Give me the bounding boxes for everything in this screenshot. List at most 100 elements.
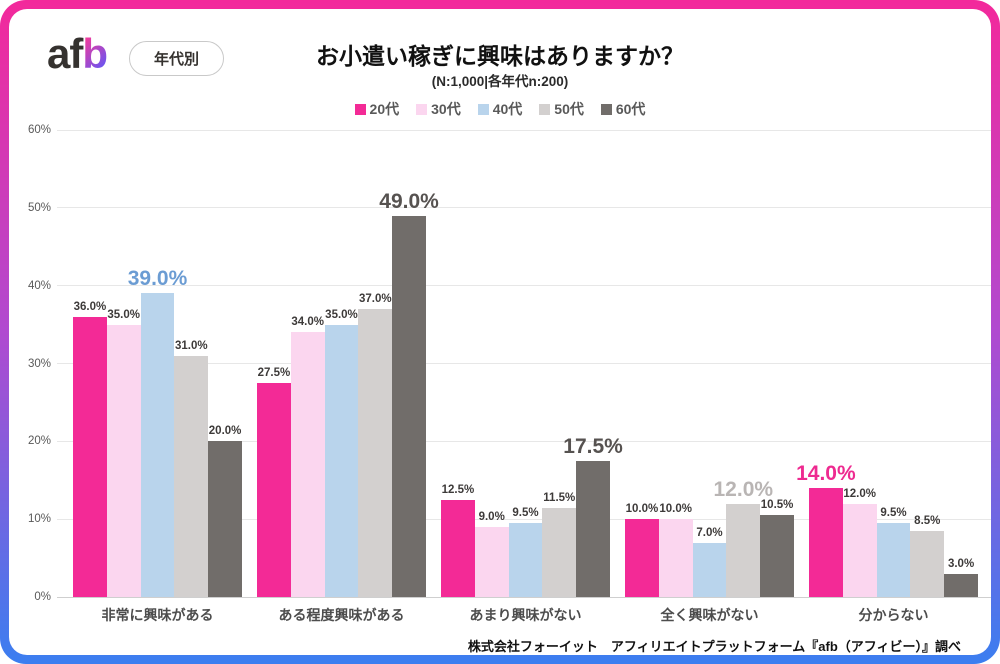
bar-20代-分からない (809, 488, 843, 597)
y-tick-10%: 10% (27, 513, 51, 526)
bar-50代-全く興味がない (726, 503, 761, 597)
age-group-badge: 年代別 (129, 41, 225, 76)
gridline-10% (57, 518, 991, 520)
bar-slot: 27.5% (257, 130, 291, 597)
bar-value-label: 10.0% (625, 503, 659, 516)
legend-swatch (600, 103, 612, 115)
bar-slot: 3.0% (944, 130, 978, 597)
bar-value-label: 12.5% (441, 483, 475, 496)
bar-60代-ある程度興味がある (392, 215, 426, 597)
legend: 20代 30代 40代 50代 60代 (9, 99, 991, 119)
legend-swatch (354, 103, 366, 115)
bar-value-label: 10.5% (760, 499, 794, 512)
bar-group-3: 10.0% 10.0% 7.0% 12.0% 10.5% (625, 130, 794, 597)
bar-value-label: 36.0% (73, 300, 107, 313)
bar-slot: 10.0% (658, 130, 693, 597)
bar-slot: 34.0% (290, 130, 325, 597)
y-tick-0%: 0% (34, 591, 51, 603)
bar-20代-ある程度興味がある (257, 382, 291, 597)
bar-slot: 20.0% (208, 130, 242, 597)
bar-slot: 17.5% (563, 130, 623, 597)
bar-slot: 14.0% (796, 130, 856, 597)
legend-swatch (539, 103, 551, 115)
source-credit: 株式会社フォーイット アフィリエイトプラットフォーム『afb（アフィビー）』調べ (467, 639, 961, 654)
afb-logo: afb (47, 30, 108, 77)
legend-label: 60代 (615, 101, 646, 117)
bar-value-label: 39.0% (127, 267, 188, 291)
bar-50代-ある程度興味がある (358, 309, 393, 597)
bar-value-label: 37.0% (358, 293, 392, 306)
y-tick-50%: 50% (27, 201, 51, 214)
bar-groups: 36.0% 35.0% 39.0% 31.0% 20.0% 27.5% 34.0% 35.0%… (57, 130, 991, 597)
bar-group-0: 36.0% 35.0% 39.0% 31.0% 20.0% (73, 130, 242, 597)
bar-30代-非常に興味がある (106, 324, 141, 597)
bar-value-label: 3.0% (947, 557, 975, 570)
bar-40代-全く興味がない (692, 542, 727, 597)
bar-slot: 49.0% (379, 130, 439, 597)
bar-value-label: 11.5% (543, 491, 576, 504)
logo-text-b: b (82, 30, 108, 77)
bar-50代-あまり興味がない (542, 507, 577, 597)
bar-60代-あまり興味がない (576, 460, 610, 597)
bar-60代-非常に興味がある (208, 441, 242, 597)
y-tick-20%: 20% (27, 435, 51, 448)
bar-value-label: 7.0% (696, 526, 723, 539)
bar-30代-ある程度興味がある (290, 332, 325, 597)
bar-slot: 12.0% (714, 130, 773, 597)
bar-group-1: 27.5% 34.0% 35.0% 37.0% 49.0% (257, 130, 439, 597)
bar-slot: 7.0% (692, 130, 727, 597)
bar-value-label: 35.0% (325, 308, 358, 321)
bar-value-label: 10.0% (659, 503, 692, 516)
category-label-3: 全く興味がない (660, 607, 759, 623)
gridline-30% (57, 363, 991, 364)
bar-30代-分からない (842, 503, 877, 597)
bar-slot: 9.5% (876, 130, 911, 597)
bar-slot: 12.0% (842, 130, 877, 597)
legend-item-60代: 60代 (600, 99, 646, 119)
y-tick-30%: 30% (27, 357, 51, 370)
legend-label: 40代 (492, 101, 523, 117)
chart-title: お小遣い稼ぎに興味はありますか？ (316, 43, 684, 69)
category-label-0: 非常に興味がある (101, 607, 214, 623)
gridline-20% (57, 440, 991, 442)
bar-value-label: 17.5% (563, 434, 623, 458)
bar-value-label: 8.5% (914, 514, 941, 527)
bar-slot: 37.0% (358, 130, 393, 597)
legend-item-30代: 30代 (416, 99, 461, 119)
bar-value-label: 20.0% (208, 425, 242, 438)
category-label-2: あまり興味がない (469, 607, 582, 623)
bar-30代-全く興味がない (658, 519, 693, 597)
bar-value-label: 12.0% (843, 487, 876, 500)
bar-value-label: 27.5% (257, 366, 291, 379)
bar-slot: 11.5% (542, 130, 577, 597)
bar-slot: 10.0% (625, 130, 659, 597)
bar-slot: 9.0% (474, 130, 509, 597)
bar-20代-あまり興味がない (441, 499, 475, 597)
bar-slot: 39.0% (128, 130, 187, 597)
bar-60代-分からない (944, 573, 978, 597)
bar-value-label: 9.5% (512, 507, 539, 520)
bar-30代-あまり興味がない (474, 526, 509, 597)
bar-value-label: 34.0% (291, 316, 324, 329)
legend-item-40代: 40代 (477, 99, 523, 119)
bar-slot: 12.5% (441, 130, 475, 597)
bar-value-label: 14.0% (796, 462, 856, 486)
bar-value-label: 31.0% (174, 339, 208, 352)
legend-swatch (477, 103, 489, 115)
legend-label: 20代 (369, 101, 400, 117)
bar-value-label: 9.5% (880, 507, 907, 520)
bar-value-label: 9.0% (478, 510, 505, 523)
legend-label: 30代 (431, 101, 461, 117)
bar-slot: 9.5% (508, 130, 543, 597)
bar-20代-非常に興味がある (73, 316, 107, 597)
x-axis-labels: 非常に興味がある ある程度興味がある あまり興味がない 全く興味がない 分からない (57, 605, 991, 625)
gridline-40% (57, 285, 991, 287)
y-tick-40%: 40% (27, 279, 51, 292)
bar-50代-分からない (910, 530, 945, 597)
gridline-60% (57, 129, 991, 131)
bar-slot: 36.0% (73, 130, 107, 597)
legend-item-50代: 50代 (539, 99, 584, 119)
gridline-0% (57, 596, 991, 598)
bar-group-2: 12.5% 9.0% 9.5% 11.5% 17.5% (441, 130, 623, 597)
